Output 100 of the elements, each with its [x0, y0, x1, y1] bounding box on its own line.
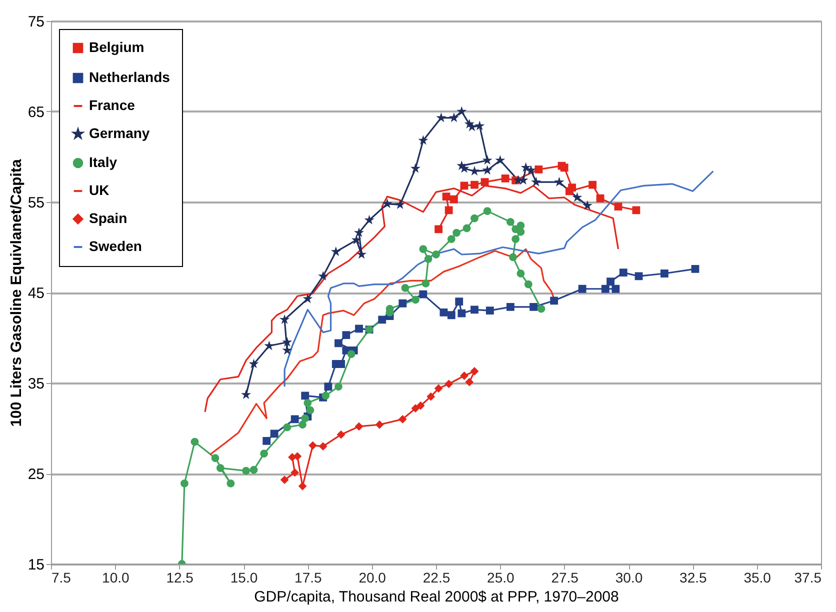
point — [566, 187, 574, 196]
point — [262, 436, 271, 445]
point — [612, 284, 620, 293]
point — [426, 392, 435, 401]
point — [419, 290, 428, 298]
point — [460, 372, 468, 380]
point — [334, 382, 342, 391]
point — [290, 415, 299, 424]
point — [470, 167, 478, 175]
y-tick-label: 65 — [28, 104, 44, 121]
point — [614, 202, 622, 210]
point — [290, 468, 299, 477]
x-tick-label: 10.0 — [102, 570, 130, 586]
legend-label: Germany — [89, 125, 150, 141]
point — [440, 308, 448, 316]
point — [465, 378, 474, 386]
point — [334, 339, 342, 348]
point — [455, 298, 464, 306]
x-tick-label: 35.0 — [744, 570, 772, 586]
point — [355, 228, 363, 236]
point — [412, 296, 420, 304]
point — [444, 206, 453, 214]
point — [298, 420, 306, 429]
point — [260, 450, 268, 458]
point — [450, 195, 458, 204]
point — [337, 430, 345, 439]
x-tick-label: 32.5 — [680, 570, 708, 586]
legend-label: Spain — [89, 210, 128, 226]
point — [447, 235, 456, 244]
x-tick-label: 27.5 — [551, 570, 579, 586]
point — [537, 304, 546, 313]
point — [322, 392, 330, 400]
point — [434, 384, 443, 392]
line-series — [284, 170, 714, 388]
point — [398, 299, 407, 308]
point — [619, 268, 628, 277]
point — [270, 430, 278, 438]
point — [442, 192, 450, 201]
point — [301, 414, 310, 422]
point — [211, 454, 220, 462]
point — [332, 248, 340, 256]
point — [319, 272, 327, 280]
point — [422, 280, 430, 288]
point — [280, 476, 289, 484]
point — [516, 222, 525, 230]
point — [596, 194, 604, 202]
point — [588, 180, 597, 189]
x-tick-label: 12.5 — [166, 570, 194, 586]
x-axis-title: GDP/capita, Thousand Real 2000$ at PPP, 1970–2008 — [254, 588, 619, 606]
point — [355, 324, 363, 333]
point — [578, 284, 586, 293]
point — [483, 207, 492, 215]
point — [434, 225, 443, 234]
x-tick-label: 22.5 — [422, 570, 450, 586]
point — [342, 331, 350, 339]
point — [601, 284, 610, 293]
point — [462, 224, 471, 232]
point — [324, 382, 332, 391]
point — [242, 466, 250, 475]
point — [424, 255, 432, 263]
point — [242, 390, 250, 398]
point — [216, 464, 224, 472]
point — [470, 306, 478, 314]
point — [560, 164, 568, 172]
point — [480, 178, 489, 186]
point — [319, 442, 328, 450]
x-tick-label: 20.0 — [358, 570, 386, 586]
point — [550, 296, 558, 305]
point — [468, 122, 476, 130]
point — [460, 182, 468, 190]
point — [519, 176, 528, 184]
point — [632, 206, 640, 214]
legend-label: France — [89, 97, 136, 113]
point — [383, 200, 392, 208]
point — [378, 316, 386, 324]
point — [524, 280, 532, 288]
point — [660, 270, 668, 278]
legend-label: Sweden — [89, 238, 142, 254]
x-tick-label: 37.5 — [794, 570, 822, 586]
point — [226, 480, 235, 488]
legend-label: Netherlands — [89, 69, 170, 85]
point — [516, 270, 525, 278]
point — [509, 253, 517, 262]
y-tick-label: 25 — [28, 466, 44, 483]
point — [250, 466, 258, 474]
point — [347, 350, 356, 358]
point — [283, 423, 292, 432]
point — [190, 438, 199, 446]
point — [412, 404, 420, 412]
legend-label: UK — [89, 182, 110, 198]
point — [447, 311, 456, 320]
point — [419, 245, 428, 254]
point — [452, 228, 460, 237]
point — [691, 265, 700, 273]
point — [398, 415, 407, 424]
point — [401, 284, 410, 292]
point — [293, 452, 302, 460]
point — [516, 228, 525, 236]
point — [298, 482, 306, 490]
point — [470, 214, 478, 222]
